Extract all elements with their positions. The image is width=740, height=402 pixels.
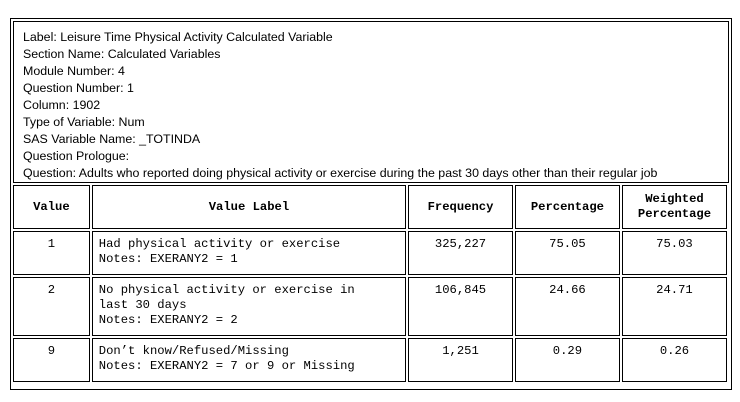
row-value-label: No physical activity or exercise in last… <box>91 277 407 336</box>
row-label-line: Notes: EXERANY2 = 2 <box>98 313 238 327</box>
row-label-line: Don’t know/Refused/Missing <box>98 344 289 358</box>
row-frequency: 1,251 <box>408 338 513 382</box>
row-value-label: Don’t know/Refused/Missing Notes: EXERAN… <box>91 338 407 382</box>
question-prologue: Question Prologue: <box>23 149 130 163</box>
row-value: 1 <box>13 231 90 275</box>
header-weighted-percentage: Weighted Percentage <box>621 185 727 229</box>
table-row: 1 Had physical activity or exercise Note… <box>13 231 727 275</box>
table-row: 2 No physical activity or exercise in la… <box>13 277 727 336</box>
table-row: 9 Don’t know/Refused/Missing Notes: EXER… <box>13 338 727 382</box>
row-percentage: 75.05 <box>514 231 620 275</box>
row-frequency: 106,845 <box>408 277 513 336</box>
row-value-label: Had physical activity or exercise Notes:… <box>91 231 407 275</box>
question-text: Question: Adults who reported doing phys… <box>23 166 658 180</box>
row-weighted-percentage: 0.26 <box>621 338 727 382</box>
question-number: Question Number: 1 <box>23 81 134 95</box>
column-number: Column: 1902 <box>23 98 101 112</box>
table-header-row: Value Value Label Frequency Percentage W… <box>13 185 727 229</box>
row-label-line: Had physical activity or exercise <box>98 237 341 251</box>
row-weighted-percentage: 75.03 <box>621 231 727 275</box>
row-percentage: 0.29 <box>514 338 620 382</box>
row-label-line: last 30 days <box>98 298 187 312</box>
header-percentage: Percentage <box>514 185 620 229</box>
row-percentage: 24.66 <box>514 277 620 336</box>
variable-type: Type of Variable: Num <box>23 115 145 129</box>
row-value: 2 <box>13 277 90 336</box>
variable-info-box: Label: Leisure Time Physical Activity Ca… <box>13 21 729 183</box>
row-label-line: Notes: EXERANY2 = 7 or 9 or Missing <box>98 359 355 373</box>
row-frequency: 325,227 <box>408 231 513 275</box>
row-value: 9 <box>13 338 90 382</box>
row-label-line: No physical activity or exercise in <box>98 283 355 297</box>
row-weighted-percentage: 24.71 <box>621 277 727 336</box>
frequency-table: Value Value Label Frequency Percentage W… <box>11 183 729 384</box>
variable-label: Label: Leisure Time Physical Activity Ca… <box>23 30 333 44</box>
codebook-frame: Label: Leisure Time Physical Activity Ca… <box>10 18 732 390</box>
header-value: Value <box>13 185 90 229</box>
header-frequency: Frequency <box>408 185 513 229</box>
module-number: Module Number: 4 <box>23 64 125 78</box>
sas-variable-name: SAS Variable Name: _TOTINDA <box>23 132 201 146</box>
section-name: Section Name: Calculated Variables <box>23 47 221 61</box>
header-weighted-line2: Percentage <box>637 207 712 221</box>
header-weighted-line1: Weighted <box>645 192 704 206</box>
row-label-line: Notes: EXERANY2 = 1 <box>98 252 238 266</box>
header-value-label: Value Label <box>91 185 407 229</box>
